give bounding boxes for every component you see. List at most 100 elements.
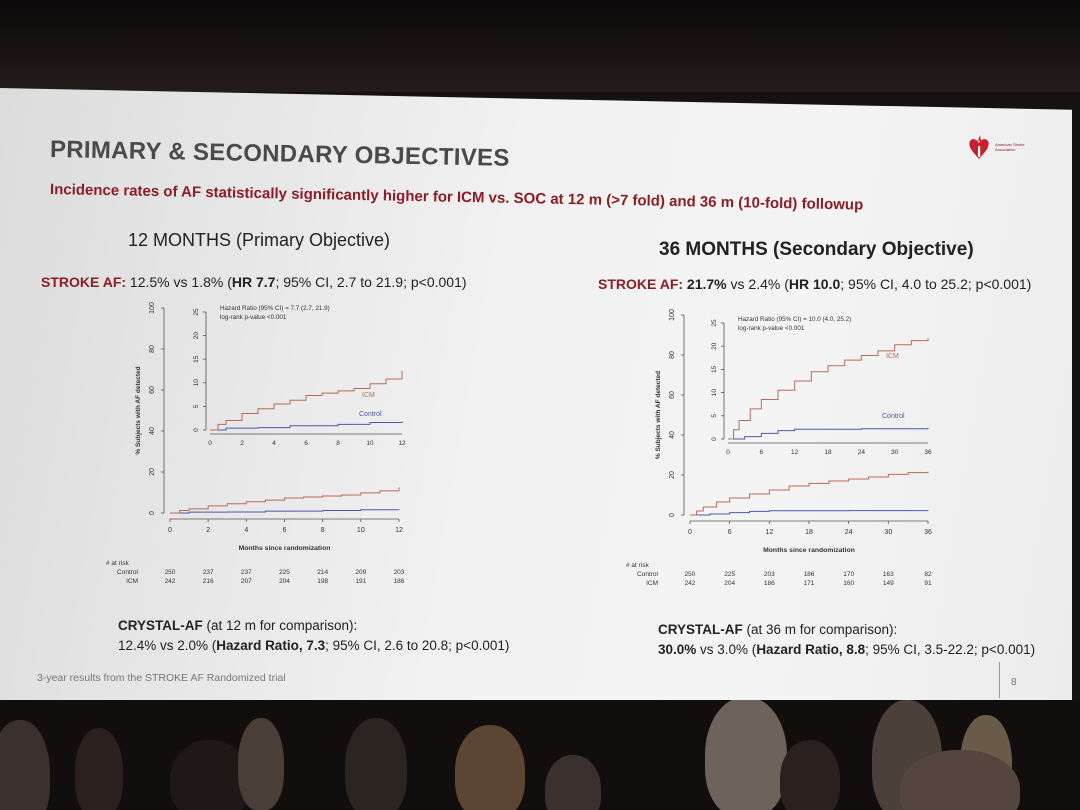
- x-tick-label: 12: [765, 529, 773, 536]
- at-risk-value: 207: [241, 578, 252, 585]
- at-risk-value: 225: [279, 569, 290, 576]
- x-tick-label: 2: [206, 527, 210, 534]
- stroke-af-label: STROKE AF:: [598, 276, 684, 292]
- heading-12-months: 12 MONTHS (Primary Objective): [128, 230, 391, 250]
- inset-x-tick-label: 36: [924, 449, 932, 456]
- at-risk-row-name: ICM: [646, 580, 658, 587]
- x-tick-label: 10: [357, 527, 365, 534]
- logo-text: American Stroke Association: [995, 142, 1025, 152]
- at-risk-value: 163: [883, 571, 894, 578]
- at-risk-label: # at risk: [106, 560, 130, 567]
- at-risk-row-name: Control: [117, 569, 139, 576]
- inset-y-tick-label: 5: [711, 414, 718, 418]
- at-risk-value: 214: [317, 569, 328, 576]
- inset-x-tick-label: 8: [336, 440, 340, 447]
- at-risk-value: 242: [165, 578, 176, 585]
- crystal-af-hr: Hazard Ratio, 8.8: [756, 642, 866, 657]
- crystal-af-rates: vs 3.0% (: [696, 642, 757, 657]
- stroke-af-hr: HR 7.7: [231, 274, 276, 290]
- inset-series-icm-line: [728, 338, 929, 440]
- inset-y-tick-label: 5: [193, 404, 200, 408]
- at-risk-row-name: ICM: [126, 578, 138, 585]
- stroke-af-label: STROKE AF:: [41, 274, 127, 290]
- inset-x-tick-label: 0: [208, 440, 212, 447]
- x-tick-label: 4: [244, 527, 248, 534]
- stroke-af-ci: ; 95% CI, 4.0 to 25.2; p<0.001): [840, 276, 1032, 292]
- inset-y-tick-label: 25: [711, 319, 718, 327]
- at-risk-value: 186: [764, 580, 775, 587]
- crystal-af-note: (at 12 m for comparison):: [202, 618, 358, 633]
- y-tick-label: 100: [149, 302, 156, 314]
- y-tick-label: 40: [669, 431, 676, 439]
- at-risk-value: 186: [394, 578, 405, 585]
- at-risk-value: 209: [355, 569, 366, 576]
- stroke-af-ci: ; 95% CI, 2.7 to 21.9; p<0.001): [275, 274, 467, 290]
- inset-x-tick-label: 0: [726, 449, 730, 456]
- audience-head: [705, 700, 787, 810]
- audience-head: [455, 725, 525, 810]
- log-rank-annotation: log-rank p-value <0.001: [738, 325, 805, 332]
- y-tick-label: 100: [669, 309, 676, 321]
- american-stroke-association-logo: [969, 135, 989, 159]
- inset-icm-label: ICM: [362, 392, 375, 399]
- at-risk-value: 250: [165, 569, 176, 576]
- y-tick-label: 80: [669, 351, 676, 359]
- at-risk-value: 204: [724, 580, 735, 587]
- at-risk-value: 242: [685, 580, 696, 587]
- x-tick-label: 18: [805, 529, 813, 536]
- inset-y-tick-label: 15: [193, 355, 200, 363]
- at-risk-value: 225: [724, 571, 735, 578]
- slide-footer: 3-year results from the STROKE AF Random…: [37, 672, 286, 684]
- page-number: 8: [1011, 677, 1017, 688]
- y-tick-label: 80: [149, 345, 156, 353]
- crystal-af-note: (at 36 m for comparison):: [742, 622, 898, 637]
- at-risk-label: # at risk: [626, 562, 650, 569]
- x-tick-label: 6: [283, 527, 287, 534]
- inset-series-control-line: [210, 421, 403, 431]
- crystal-af-comparison-36m: CRYSTAL-AF (at 36 m for comparison): 30.…: [658, 620, 1035, 660]
- inset-x-tick-label: 12: [791, 449, 799, 456]
- y-axis-label: % Subjects with AF detected: [135, 366, 142, 454]
- audience-head: [545, 755, 601, 810]
- inset-y-tick-label: 25: [193, 308, 200, 316]
- hazard-ratio-annotation: Hazard Ratio (95% CI) = 7.7 (2.7, 21.9): [220, 305, 330, 312]
- x-tick-label: 8: [321, 527, 325, 534]
- stroke-af-result-36m: STROKE AF: 21.7% vs 2.4% (HR 10.0; 95% C…: [598, 276, 1031, 292]
- inset-x-tick-label: 4: [272, 440, 276, 447]
- inset-x-tick-label: 10: [366, 440, 374, 447]
- y-tick-label: 40: [149, 427, 156, 435]
- inset-y-tick-label: 0: [711, 437, 718, 441]
- inset-x-tick-label: 2: [240, 440, 244, 447]
- x-tick-label: 30: [884, 529, 892, 536]
- inset-icm-label: ICM: [886, 353, 899, 360]
- series-icm-line: [690, 471, 929, 516]
- at-risk-value: 237: [203, 569, 214, 576]
- y-tick-label: 20: [149, 468, 156, 476]
- at-risk-value: 237: [241, 569, 252, 576]
- inset-series-icm-line: [210, 371, 403, 431]
- x-tick-label: 0: [168, 527, 172, 534]
- inset-y-tick-label: 10: [193, 379, 200, 387]
- inset-control-label: Control: [359, 411, 382, 418]
- audience-head: [238, 718, 284, 810]
- stroke-af-rates: vs 2.4% (: [726, 276, 789, 292]
- projection-screen: [0, 88, 1072, 710]
- y-tick-label: 60: [149, 386, 156, 394]
- x-tick-label: 6: [728, 529, 732, 536]
- y-tick-label: 60: [669, 391, 676, 399]
- audience-head: [75, 728, 123, 810]
- stroke-af-result-12m: STROKE AF: 12.5% vs 1.8% (HR 7.7; 95% CI…: [41, 274, 467, 290]
- at-risk-value: 82: [924, 571, 932, 578]
- at-risk-value: 198: [317, 578, 328, 585]
- x-tick-label: 12: [395, 527, 403, 534]
- inset-y-tick-label: 0: [193, 428, 200, 432]
- x-tick-label: 0: [688, 529, 692, 536]
- y-tick-label: 0: [149, 511, 156, 515]
- y-tick-label: 0: [669, 513, 676, 517]
- inset-control-label: Control: [882, 413, 905, 420]
- at-risk-value: 216: [203, 578, 214, 585]
- room-background: [0, 0, 1080, 92]
- inset-x-tick-label: 24: [858, 449, 866, 456]
- at-risk-value: 191: [355, 578, 366, 585]
